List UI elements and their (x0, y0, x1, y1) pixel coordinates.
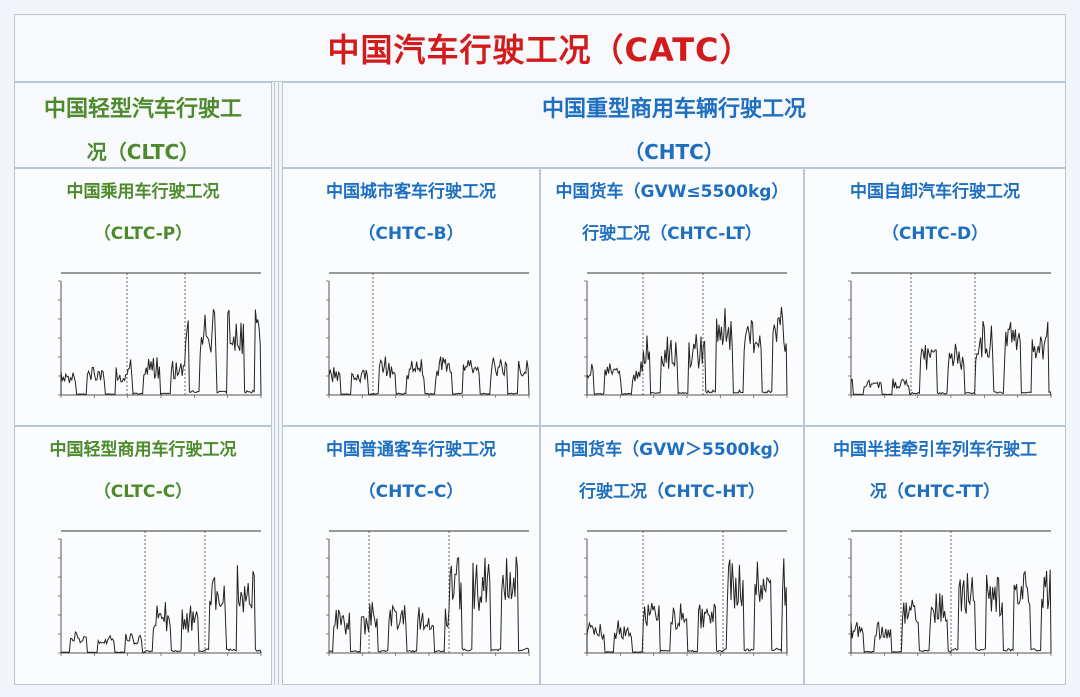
cell-title-line2: （CLTC-C） (93, 482, 193, 502)
cell-chtc-lt: 中国货车（GVW≤5500kg） 行驶工况（CHTC-LT） (540, 168, 804, 426)
speed-trace-chart (565, 263, 795, 413)
speed-trace-line (328, 556, 530, 654)
cell-title-line2: （CHTC-B） (358, 224, 464, 244)
speed-trace-line (850, 321, 1052, 396)
speed-trace-line (328, 356, 530, 396)
cell-title-line2: （CHTC-D） (881, 224, 989, 244)
cell-title-line1: 中国半挂牵引车列车行驶工 (833, 440, 1037, 460)
cell-title-line1: 中国乘用车行驶工况 (66, 182, 220, 202)
speed-trace-chart (39, 521, 269, 671)
speed-trace-chart (829, 521, 1059, 671)
light-group-title-line2: 况（CLTC） (86, 140, 200, 164)
speed-trace-chart (39, 263, 269, 413)
cell-title-line1: 中国货车（GVW＞5500kg） (554, 440, 790, 460)
speed-trace-chart (829, 263, 1059, 413)
cell-title-line1: 中国轻型商用车行驶工况 (49, 440, 237, 460)
light-group-title-line1: 中国轻型汽车行驶工 (43, 97, 242, 122)
cell-cltc-c: 中国轻型商用车行驶工况 （CLTC-C） (14, 426, 272, 685)
light-group-title: 中国轻型汽车行驶工 况（CLTC） (14, 82, 272, 168)
speed-trace-line (60, 565, 262, 654)
speed-trace-line (586, 558, 788, 654)
speed-trace-line (60, 309, 262, 396)
cell-title-line2: 行驶工况（CHTC-LT） (582, 224, 762, 244)
cell-title-line2: 行驶工况（CHTC-HT） (578, 482, 766, 502)
cell-title-line2: 况（CHTC-TT） (869, 482, 1001, 502)
speed-trace-chart (307, 521, 537, 671)
group-divider (274, 82, 280, 685)
cell-title-line1: 中国普通客车行驶工况 (326, 440, 496, 460)
heavy-group-title: 中国重型商用车辆行驶工况 （CHTC） (282, 82, 1066, 168)
cell-chtc-b: 中国城市客车行驶工况 （CHTC-B） (282, 168, 540, 426)
speed-trace-chart (307, 263, 537, 413)
cell-cltc-p: 中国乘用车行驶工况 （CLTC-P） (14, 168, 272, 426)
cell-title-line1: 中国自卸汽车行驶工况 (850, 182, 1020, 202)
cell-title-line2: （CLTC-P） (93, 224, 193, 244)
cell-title-line1: 中国城市客车行驶工况 (326, 182, 496, 202)
heavy-group-title-line2: （CHTC） (624, 140, 724, 164)
speed-trace-line (850, 569, 1052, 654)
cell-chtc-c: 中国普通客车行驶工况 （CHTC-C） (282, 426, 540, 685)
cell-chtc-tt: 中国半挂牵引车列车行驶工 况（CHTC-TT） (804, 426, 1066, 685)
speed-trace-chart (565, 521, 795, 671)
heavy-group-title-line1: 中国重型商用车辆行驶工况 (541, 97, 806, 122)
cell-title-line1: 中国货车（GVW≤5500kg） (555, 182, 789, 202)
cell-title-line2: （CHTC-C） (358, 482, 464, 502)
cell-chtc-d: 中国自卸汽车行驶工况 （CHTC-D） (804, 168, 1066, 426)
cell-chtc-ht: 中国货车（GVW＞5500kg） 行驶工况（CHTC-HT） (540, 426, 804, 685)
speed-trace-line (586, 307, 788, 396)
page-title: 中国汽车行驶工况（CATC） (14, 14, 1066, 82)
